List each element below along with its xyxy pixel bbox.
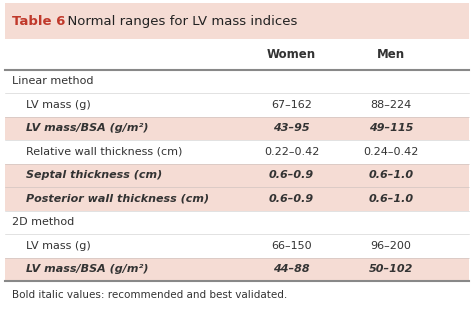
Text: LV mass/BSA (g/m²): LV mass/BSA (g/m²) (26, 264, 148, 275)
Text: 43–95: 43–95 (273, 123, 310, 133)
Text: 2D method: 2D method (12, 217, 74, 228)
Text: 50–102: 50–102 (369, 264, 413, 275)
Text: LV mass/BSA (g/m²): LV mass/BSA (g/m²) (26, 123, 148, 133)
Text: 49–115: 49–115 (369, 123, 413, 133)
Text: 88–224: 88–224 (370, 100, 412, 110)
Text: LV mass (g): LV mass (g) (26, 241, 91, 251)
Bar (5, 187, 469, 211)
Text: 0.24–0.42: 0.24–0.42 (364, 147, 419, 157)
Bar (5, 93, 469, 117)
Bar (5, 164, 469, 187)
Text: Women: Women (267, 48, 316, 61)
Text: Normal ranges for LV mass indices: Normal ranges for LV mass indices (59, 15, 298, 28)
Bar (5, 40, 469, 70)
Text: 96–200: 96–200 (371, 241, 411, 251)
Text: 67–162: 67–162 (271, 100, 312, 110)
Text: Linear method: Linear method (12, 76, 93, 86)
Text: 0.6–0.9: 0.6–0.9 (269, 194, 314, 204)
Bar (5, 211, 469, 234)
Text: 0.22–0.42: 0.22–0.42 (264, 147, 319, 157)
Text: Posterior wall thickness (cm): Posterior wall thickness (cm) (26, 194, 209, 204)
Text: Septal thickness (cm): Septal thickness (cm) (26, 170, 162, 180)
Bar (5, 70, 469, 93)
Text: 66–150: 66–150 (271, 241, 312, 251)
Text: 0.6–1.0: 0.6–1.0 (368, 194, 414, 204)
Text: LV mass (g): LV mass (g) (26, 100, 91, 110)
Bar (5, 140, 469, 164)
Text: Men: Men (377, 48, 405, 61)
Bar (5, 3, 469, 40)
Text: 0.6–1.0: 0.6–1.0 (368, 170, 414, 180)
Text: Bold italic values: recommended and best validated.: Bold italic values: recommended and best… (12, 290, 287, 301)
Text: Relative wall thickness (cm): Relative wall thickness (cm) (26, 147, 182, 157)
Bar (5, 258, 469, 281)
Text: 44–88: 44–88 (273, 264, 310, 275)
Bar (5, 234, 469, 258)
Bar (5, 117, 469, 140)
Text: 0.6–0.9: 0.6–0.9 (269, 170, 314, 180)
Text: Table 6: Table 6 (12, 15, 65, 28)
